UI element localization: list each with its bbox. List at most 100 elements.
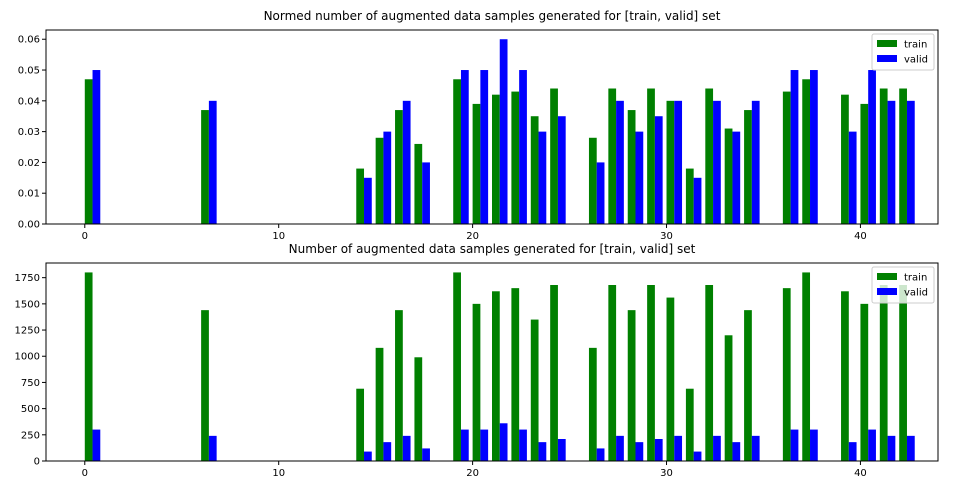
bar-train-17 [685, 168, 694, 224]
bar-train-24 [860, 303, 869, 461]
legend-label-train: train [904, 40, 927, 51]
bar-train-21 [782, 288, 791, 461]
bar-train-13 [608, 285, 617, 461]
y-tick-label: 500 [21, 404, 40, 415]
bar-train-18 [705, 285, 714, 461]
bar-valid-5 [422, 162, 430, 224]
x-tick-label: 0 [82, 231, 88, 242]
bar-train-9 [511, 288, 520, 461]
x-tick-label: 10 [272, 468, 285, 479]
x-tick-label: 30 [660, 231, 673, 242]
bar-valid-7 [480, 70, 489, 225]
bar-train-12 [588, 347, 597, 461]
bar-train-23 [841, 291, 849, 461]
y-tick-label: 0.05 [18, 66, 40, 77]
bar-valid-16 [674, 435, 683, 461]
bar-train-10 [530, 319, 539, 461]
legend-label-valid: valid [904, 55, 928, 66]
bar-valid-24 [868, 70, 876, 225]
bar-train-7 [472, 303, 481, 461]
y-tick-label: 0.03 [18, 127, 40, 138]
y-tick-label: 0.02 [18, 158, 40, 169]
bar-valid-11 [557, 116, 566, 224]
bar-train-8 [492, 291, 500, 461]
bar-valid-14 [635, 131, 644, 224]
chart-title: Number of augmented data samples generat… [289, 242, 696, 256]
legend: train valid [871, 33, 935, 71]
bar-train-13 [608, 88, 617, 224]
bar-valid-21 [790, 70, 799, 225]
bar-valid-18 [713, 100, 721, 224]
absolute-samples-chart: Number of augmented data samples generat… [15, 242, 939, 479]
bar-valid-6 [460, 70, 469, 225]
bar-train-8 [492, 94, 500, 225]
bar-valid-14 [635, 442, 644, 461]
bar-train-23 [841, 94, 849, 225]
bar-valid-18 [713, 435, 721, 461]
bar-train-24 [860, 103, 869, 224]
bar-valid-0 [92, 429, 101, 461]
bar-train-22 [802, 79, 811, 225]
bar-valid-17 [693, 451, 702, 461]
bar-train-12 [588, 137, 597, 224]
bar-train-5 [414, 143, 423, 224]
bar-valid-8 [499, 423, 508, 461]
bar-valid-9 [519, 70, 527, 225]
bar-valid-2 [364, 177, 372, 224]
bar-valid-23 [848, 131, 857, 224]
bar-valid-19 [732, 131, 741, 224]
y-tick-label: 1250 [15, 326, 40, 337]
bar-train-4 [395, 110, 403, 224]
axes-frame [45, 29, 939, 225]
bar-valid-12 [596, 162, 605, 224]
bar-train-10 [530, 116, 539, 224]
bar-train-16 [666, 100, 675, 224]
bar-valid-3 [383, 131, 392, 224]
bar-valid-22 [810, 429, 818, 461]
x-tick-label: 40 [854, 231, 867, 242]
bar-train-19 [724, 335, 733, 461]
bar-train-11 [550, 285, 558, 461]
bar-valid-15 [654, 439, 663, 461]
x-tick-label: 30 [660, 468, 673, 479]
bar-train-25 [879, 285, 888, 461]
legend-swatch-valid [877, 55, 897, 62]
y-tick-label: 1500 [15, 299, 40, 310]
bar-valid-9 [519, 429, 527, 461]
x-tick-label: 10 [272, 231, 285, 242]
bar-valid-7 [480, 429, 489, 461]
bar-train-15 [647, 88, 655, 224]
bar-train-2 [356, 388, 365, 461]
bar-valid-21 [790, 429, 799, 461]
bar-train-18 [705, 88, 714, 224]
bar-valid-11 [557, 439, 566, 461]
bar-train-9 [511, 91, 520, 224]
bar-valid-4 [402, 100, 411, 224]
bar-train-1 [201, 110, 209, 224]
bar-train-7 [472, 103, 481, 224]
bar-valid-2 [364, 451, 372, 461]
bar-valid-3 [383, 442, 392, 461]
bar-train-15 [647, 285, 655, 461]
bar-valid-13 [616, 435, 624, 461]
y-tick-label: 0 [34, 457, 40, 468]
x-tick-label: 20 [466, 231, 479, 242]
bar-valid-20 [751, 435, 760, 461]
bar-valid-10 [538, 442, 547, 461]
bar-valid-5 [422, 448, 430, 461]
bar-train-26 [899, 285, 907, 461]
y-tick-label: 750 [21, 378, 40, 389]
bar-valid-25 [887, 435, 896, 461]
y-tick-label: 1000 [15, 352, 40, 363]
bar-train-5 [414, 357, 423, 461]
chart-title: Normed number of augmented data samples … [264, 9, 721, 23]
bar-train-0 [84, 79, 93, 225]
bar-train-19 [724, 128, 733, 224]
bar-train-20 [744, 310, 752, 461]
bar-valid-8 [499, 39, 508, 224]
legend-swatch-train [877, 273, 897, 280]
bar-valid-26 [906, 435, 915, 461]
normed-samples-chart: Normed number of augmented data samples … [18, 9, 939, 242]
bar-train-6 [453, 272, 461, 461]
bar-train-3 [375, 137, 384, 224]
